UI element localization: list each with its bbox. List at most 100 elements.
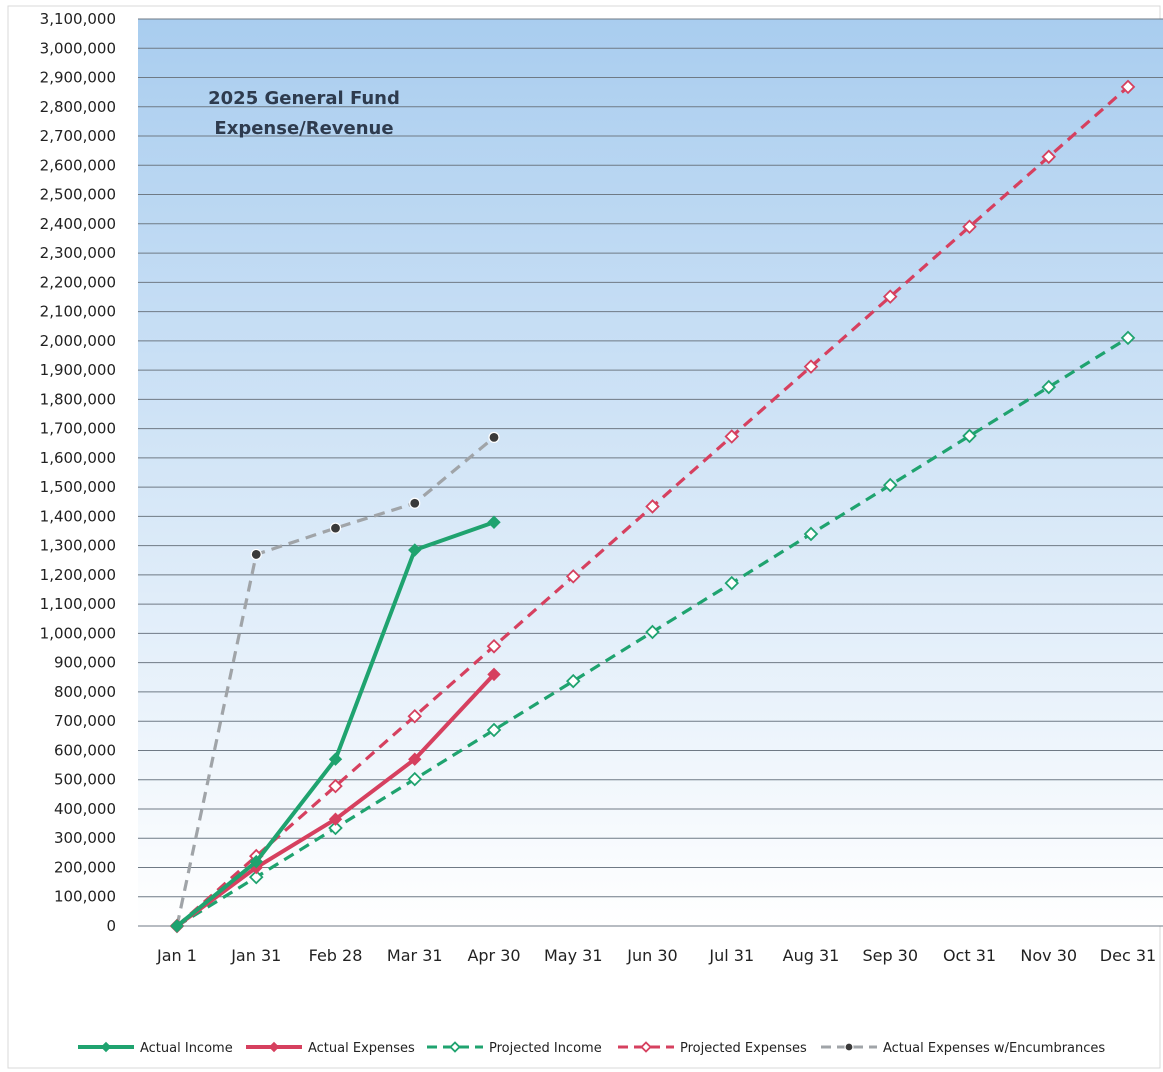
y-tick-label: 1,800,000: [40, 390, 116, 408]
data-point: [328, 820, 343, 836]
data-point: [100, 1041, 112, 1053]
x-tick-label: Jan 1: [156, 946, 197, 965]
data-point: [565, 673, 581, 689]
data-point: [268, 1041, 280, 1053]
plot-area: [138, 19, 1163, 926]
x-tick-label: Jul 31: [708, 946, 754, 965]
y-tick-label: 100,000: [54, 888, 116, 906]
y-tick-label: 500,000: [54, 771, 116, 789]
y-tick-label: 3,000,000: [40, 39, 116, 57]
series-actual-income: [170, 515, 501, 933]
chart-title-line-2: Expense/Revenue: [214, 118, 393, 139]
legend-item: Projected Income: [427, 1041, 602, 1056]
y-tick-label: 2,800,000: [40, 98, 116, 116]
y-tick-label: 300,000: [54, 829, 116, 847]
y-axis-ticks: 0 100,000 200,000 300,000 400,000 500,000 600,…: [40, 10, 116, 935]
y-tick-label: 3,100,000: [40, 10, 116, 28]
data-point: [170, 919, 184, 933]
data-point: [249, 854, 263, 869]
y-tick-label: 1,900,000: [40, 361, 116, 379]
series-layer: [169, 79, 1136, 934]
legend-label: Projected Expenses: [680, 1041, 807, 1056]
x-tick-label: Jun 30: [626, 946, 677, 965]
legend-item: Actual Expenses: [246, 1041, 415, 1056]
y-tick-label: 1,200,000: [40, 566, 116, 584]
data-point: [882, 289, 898, 304]
y-tick-label: 2,100,000: [40, 303, 116, 321]
data-point: [486, 722, 502, 738]
y-tick-label: 200,000: [54, 858, 116, 876]
data-point: [724, 429, 740, 444]
y-tick-label: 800,000: [54, 683, 116, 701]
y-tick-label: 2,000,000: [40, 332, 116, 350]
data-point: [407, 771, 423, 787]
x-axis-ticks: Jan 1 Jan 31 Feb 28 Mar 31 Apr 30 May 31 Jun 3…: [156, 946, 1156, 965]
x-tick-label: May 31: [544, 946, 603, 965]
data-point: [882, 477, 898, 493]
data-point: [328, 752, 343, 766]
y-tick-label: 2,200,000: [40, 273, 116, 291]
data-point: [488, 431, 500, 443]
data-point: [803, 526, 819, 542]
data-point: [844, 1042, 854, 1052]
x-tick-label: Nov 30: [1020, 946, 1077, 965]
y-tick-label: 1,500,000: [40, 478, 116, 496]
legend-item: Projected Expenses: [618, 1041, 807, 1056]
data-point: [449, 1041, 461, 1053]
y-tick-label: 2,400,000: [40, 215, 116, 233]
y-tick-label: 1,100,000: [40, 595, 116, 613]
data-point: [409, 497, 421, 509]
x-tick-label: Sep 30: [862, 946, 918, 965]
y-tick-label: 600,000: [54, 741, 116, 759]
y-tick-label: 2,700,000: [40, 127, 116, 145]
x-tick-label: Mar 31: [387, 946, 443, 965]
legend-label: Actual Expenses: [308, 1041, 415, 1056]
data-point: [645, 624, 660, 640]
data-point: [329, 522, 342, 534]
y-tick-label: 1,000,000: [40, 624, 116, 642]
y-tick-label: 1,700,000: [40, 420, 116, 438]
legend: Actual Income Actual Expenses Projected In…: [78, 1041, 1105, 1056]
x-tick-label: Jan 31: [230, 946, 281, 965]
x-tick-label: Aug 31: [783, 946, 840, 965]
legend-label: Actual Expenses w/Encumbrances: [883, 1041, 1105, 1056]
data-point: [565, 569, 581, 584]
gridlines: [138, 18, 1163, 927]
y-tick-label: 2,500,000: [40, 186, 116, 204]
data-point: [250, 548, 262, 561]
data-point: [486, 639, 502, 654]
data-point: [724, 575, 740, 591]
y-tick-label: 1,400,000: [40, 507, 116, 525]
data-point: [640, 1041, 652, 1053]
data-point: [1120, 79, 1136, 95]
y-tick-label: 2,300,000: [40, 244, 116, 262]
data-point: [487, 667, 501, 682]
data-point: [1041, 149, 1057, 165]
data-point: [328, 778, 343, 794]
series-projected-income: [169, 330, 1136, 934]
data-point: [803, 359, 819, 374]
x-tick-label: Oct 31: [943, 946, 996, 965]
data-point: [408, 752, 422, 766]
y-tick-label: 1,300,000: [40, 537, 116, 555]
data-point: [248, 869, 264, 885]
data-point: [645, 499, 660, 514]
y-tick-label: 1,600,000: [40, 449, 116, 467]
data-point: [328, 812, 343, 826]
data-point: [962, 428, 977, 444]
legend-label: Projected Income: [489, 1041, 602, 1056]
x-tick-label: Apr 30: [467, 946, 520, 965]
data-point: [962, 219, 977, 235]
legend-label: Actual Income: [140, 1041, 233, 1056]
y-tick-label: 2,600,000: [40, 156, 116, 174]
chart-title-line-1: 2025 General Fund: [208, 88, 400, 109]
y-tick-label: 700,000: [54, 712, 116, 730]
data-point: [407, 708, 423, 724]
legend-item: Actual Expenses w/Encumbrances: [821, 1041, 1105, 1056]
data-point: [1041, 379, 1057, 395]
x-tick-label: Feb 28: [309, 946, 363, 965]
data-point: [487, 515, 501, 529]
data-point: [408, 543, 422, 557]
legend-item: Actual Income: [78, 1041, 233, 1056]
